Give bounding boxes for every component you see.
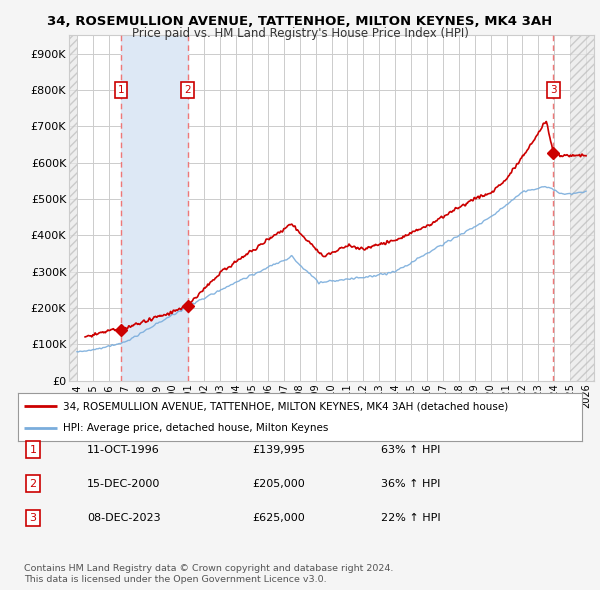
Bar xyxy=(121,35,188,381)
Text: 2: 2 xyxy=(29,479,37,489)
Text: £205,000: £205,000 xyxy=(252,479,305,489)
Text: £625,000: £625,000 xyxy=(252,513,305,523)
Text: 3: 3 xyxy=(550,85,557,95)
Text: 22% ↑ HPI: 22% ↑ HPI xyxy=(381,513,440,523)
Text: 15-DEC-2000: 15-DEC-2000 xyxy=(87,479,160,489)
Text: 2: 2 xyxy=(184,85,191,95)
Text: Price paid vs. HM Land Registry's House Price Index (HPI): Price paid vs. HM Land Registry's House … xyxy=(131,27,469,40)
Text: 11-OCT-1996: 11-OCT-1996 xyxy=(87,445,160,454)
Text: Contains HM Land Registry data © Crown copyright and database right 2024.: Contains HM Land Registry data © Crown c… xyxy=(24,565,394,573)
Text: 1: 1 xyxy=(29,445,37,454)
Text: 1: 1 xyxy=(118,85,124,95)
Text: This data is licensed under the Open Government Licence v3.0.: This data is licensed under the Open Gov… xyxy=(24,575,326,584)
Text: 3: 3 xyxy=(29,513,37,523)
Text: 34, ROSEMULLION AVENUE, TATTENHOE, MILTON KEYNES, MK4 3AH (detached house): 34, ROSEMULLION AVENUE, TATTENHOE, MILTO… xyxy=(63,401,508,411)
Text: 34, ROSEMULLION AVENUE, TATTENHOE, MILTON KEYNES, MK4 3AH: 34, ROSEMULLION AVENUE, TATTENHOE, MILTO… xyxy=(47,15,553,28)
Text: HPI: Average price, detached house, Milton Keynes: HPI: Average price, detached house, Milt… xyxy=(63,423,328,433)
Text: 36% ↑ HPI: 36% ↑ HPI xyxy=(381,479,440,489)
Text: 08-DEC-2023: 08-DEC-2023 xyxy=(87,513,161,523)
Text: 63% ↑ HPI: 63% ↑ HPI xyxy=(381,445,440,454)
Text: £139,995: £139,995 xyxy=(252,445,305,454)
